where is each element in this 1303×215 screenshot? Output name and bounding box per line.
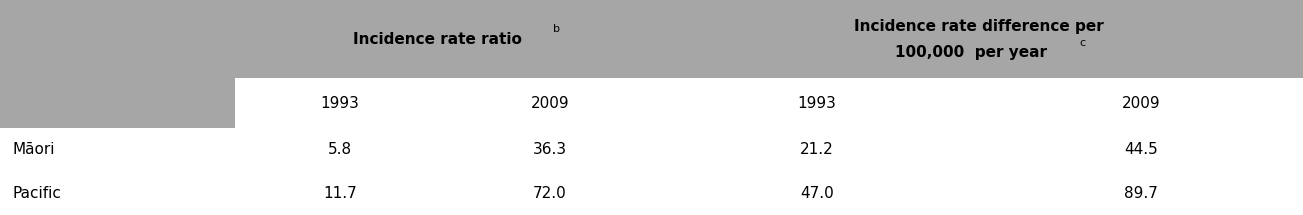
Text: Pacific: Pacific	[12, 186, 61, 201]
Text: 11.7: 11.7	[323, 186, 357, 201]
Text: Māori: Māori	[12, 142, 55, 157]
Text: 2009: 2009	[1122, 95, 1160, 111]
Text: 5.8: 5.8	[328, 142, 352, 157]
Text: b: b	[552, 24, 560, 34]
Text: 89.7: 89.7	[1124, 186, 1158, 201]
Text: 47.0: 47.0	[800, 186, 834, 201]
Text: 36.3: 36.3	[533, 142, 567, 157]
Text: Incidence rate difference per: Incidence rate difference per	[855, 20, 1104, 34]
Text: 100,000  per year: 100,000 per year	[895, 45, 1048, 60]
Text: 72.0: 72.0	[533, 186, 567, 201]
Text: Incidence rate ratio: Incidence rate ratio	[353, 32, 521, 46]
Text: 2009: 2009	[530, 95, 569, 111]
Text: 21.2: 21.2	[800, 142, 834, 157]
Text: 44.5: 44.5	[1124, 142, 1158, 157]
Text: c: c	[1079, 38, 1085, 48]
Text: 1993: 1993	[321, 95, 360, 111]
Text: 1993: 1993	[797, 95, 837, 111]
